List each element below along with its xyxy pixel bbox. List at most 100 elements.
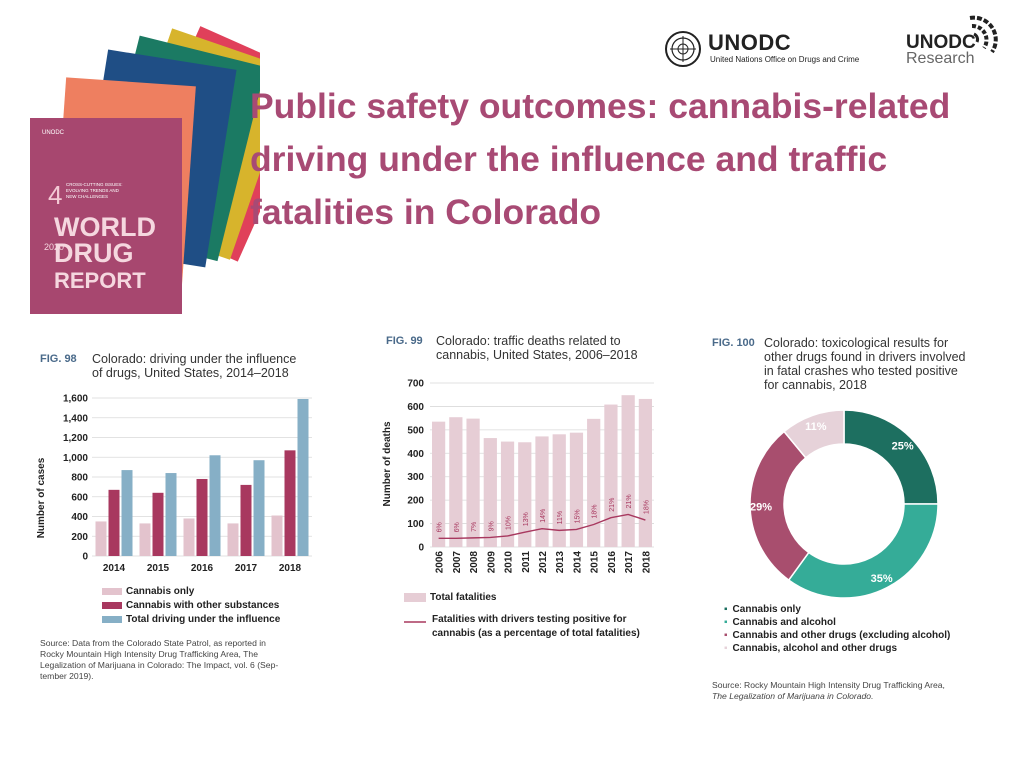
fig100-title-line4: for cannabis, 2018 [764,378,867,392]
legend-label-line2: cannabis (as a percentage of total fatal… [432,628,640,639]
y-tick-label: 600 [407,402,424,413]
research-arcs-icon [969,15,998,54]
donut-slice-0 [843,409,939,505]
fig98-title-line1: Colorado: driving under the influence [92,352,297,366]
fig100-source: Source: Rocky Mountain High Intensity Dr… [712,680,1012,702]
line-data-label: 21% [626,494,633,508]
line-data-label: 18% [643,500,650,514]
y-tick-label: 1,000 [63,453,88,464]
bar-2014-s1 [108,489,120,556]
donut-slice-3 [783,409,845,459]
legend-line-swatch [404,621,426,623]
x-tick-label: 2016 [607,551,618,574]
bar-2011 [518,442,532,547]
y-tick-label: 1,400 [63,413,88,424]
fig99-legend-total: Total fatalities [404,592,497,603]
legend-label: Total driving under the influence [126,614,281,625]
x-tick-label: 2006 [435,551,446,574]
bar-2014 [569,432,584,547]
legend-label: Cannabis only [126,586,195,597]
legend-label: Cannabis with other substances [126,600,280,611]
slice-label: 29% [750,502,772,514]
fig98-source-line1: Source: Data from the Colorado State Pat… [40,638,266,648]
fig100-legend-item: ▪ Cannabis, alcohol and other drugs [724,643,897,654]
line-data-label: 7% [471,522,478,532]
fig99-label: FIG. 99 [386,335,423,347]
fig100-legend: ▪ Cannabis only ▪ Cannabis and alcohol ▪ Cann… [724,604,1004,664]
bar-2018-s2 [297,398,309,556]
legend-swatch [102,587,122,595]
bar-2013 [552,434,566,547]
x-tick-label: 2014 [572,551,583,574]
y-tick-label: 200 [71,532,88,543]
cover-number: 4 [48,180,62,210]
bar-2008 [466,418,480,547]
legend-swatch [102,615,122,623]
unodc-research-logo: UNODC Research [904,12,1004,72]
bar-2016-s1 [196,478,208,556]
bar-2016 [604,404,618,547]
cover-word3: REPORT [54,268,146,293]
x-tick-label: 2015 [590,551,601,574]
fig99-title-line2: cannabis, United States, 2006–2018 [436,348,638,362]
fig98-header: FIG. 98 Colorado: driving under the infl… [40,352,330,384]
bar-2018-s1 [284,450,296,556]
legend-bullet-icon: ▪ [724,604,728,615]
y-tick-label: 200 [407,496,424,507]
y-tick-label: 500 [407,425,424,436]
fig100-legend-item: ▪ Cannabis and alcohol [724,617,836,628]
bar-2017-s1 [240,484,252,556]
line-data-label: 14% [540,509,547,523]
bar-2006 [432,421,446,547]
fig100-title-line2: other drugs found in drivers involved [764,350,966,364]
legend-bullet-icon: ▪ [724,630,728,641]
fig99-ylabel: Number of deaths [382,421,393,506]
line-data-label: 21% [609,498,616,512]
bar-2015-s2 [165,473,177,556]
bar-2017-s0 [227,523,239,556]
bar-2018 [638,398,652,547]
y-tick-label: 1,200 [63,433,88,444]
donut-slice-1 [787,503,939,599]
bar-2010 [500,441,515,547]
fig98-source: Source: Data from the Colorado State Pat… [40,638,320,682]
legend-swatch [404,592,426,602]
un-emblem-icon [665,31,701,67]
x-tick-label: 2017 [235,563,258,574]
donut-slice-2 [749,430,810,582]
cover-line1: CROSS-CUTTING ISSUES: [66,182,123,187]
fig100-source-line1: Source: Rocky Mountain High Intensity Dr… [712,680,945,690]
fig100-title-line3: in fatal crashes who tested positive [764,364,958,378]
legend-label: Cannabis and alcohol [732,617,836,628]
slice-label: 25% [892,440,914,452]
bar-2016-s2 [209,455,221,556]
fig98-source-line4: tember 2019). [40,671,94,681]
research-logo-name: UNODC [906,32,976,53]
cannabis-fatalities-line [438,513,646,540]
fig100-legend-item: ▪ Cannabis and other drugs (excluding alc… [724,630,950,641]
report-covers-image: UNODC 4 CROSS-CUTTING ISSUES: EVOLVING T… [30,26,260,314]
x-tick-label: 2018 [641,551,652,574]
y-tick-label: 400 [71,512,88,523]
fig100-label: FIG. 100 [712,337,755,349]
line-data-label: 15% [574,509,581,523]
fig98-ylabel: Number of cases [36,457,47,538]
line-data-label: 6% [437,522,444,532]
cover-word1: WORLD [54,212,156,242]
fig100-title-line1: Colorado: toxicological results for [764,336,949,350]
unodc-name: UNODC [708,30,792,55]
y-tick-label: 0 [82,552,88,563]
x-tick-label: 2016 [191,563,214,574]
slice-label: 35% [871,573,893,585]
y-tick-label: 0 [418,543,424,554]
x-tick-label: 2012 [538,551,549,574]
bar-2012 [535,436,549,547]
x-tick-label: 2017 [624,551,635,574]
fig98-source-line3: Legalization of Marijuana in Colorado: T… [40,660,279,670]
line-data-label: 10% [506,516,513,530]
legend-bullet-icon: ▪ [724,617,728,628]
y-tick-label: 1,600 [63,394,88,405]
bar-2014-s0 [95,521,107,556]
bar-2015-s0 [139,523,151,556]
x-tick-label: 2011 [521,551,532,573]
